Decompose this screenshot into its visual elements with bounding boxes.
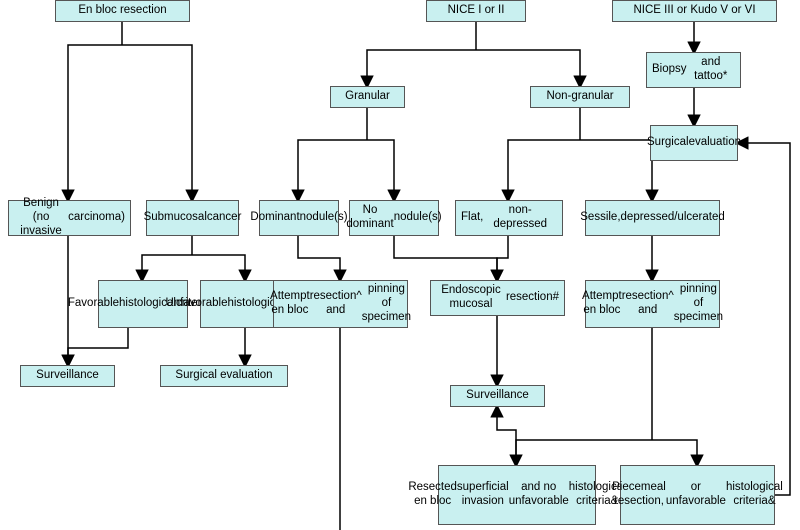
node-surveill1: Surveillance [20, 365, 115, 387]
node-attempt2: Attempt en blocresection^ andpinning of … [585, 280, 720, 328]
node-niceI: NICE I or II [426, 0, 526, 22]
node-flat: Flat,non-depressed [455, 200, 563, 236]
node-niceIII: NICE III or Kudo V or VI [612, 0, 777, 22]
node-surgeval1: Surgicalevaluation [650, 125, 738, 161]
node-resected: Resected en blocsuperficial invasionand … [438, 465, 596, 525]
node-emr: Endoscopic mucosalresection# [430, 280, 565, 316]
node-submucosal: Submucosalcancer [146, 200, 239, 236]
edge-nodominant [394, 236, 497, 280]
node-attempt1: Attempt en blocresection^ andpinning of … [273, 280, 408, 328]
edge-enbloc-split2 [122, 45, 192, 200]
edge-enbloc-split [68, 45, 122, 200]
edge-niceI-r [476, 50, 580, 86]
node-surgeval2: Surgical evaluation [160, 365, 288, 387]
edge-piecemeal-up [738, 143, 790, 495]
node-nongranular: Non-granular [530, 86, 630, 108]
node-nodominant: No dominantnodule(s) [349, 200, 439, 236]
edge-dominant [298, 236, 340, 280]
edge-nong-l [508, 140, 580, 200]
node-enbloc: En bloc resection [55, 0, 190, 22]
node-dominant: Dominantnodule(s) [259, 200, 339, 236]
edge-sub-r [192, 255, 245, 280]
edge-resected [497, 407, 516, 465]
node-surveill2: Surveillance [450, 385, 545, 407]
node-piecemeal: Piecemeal resection,or unfavorablehistol… [620, 465, 775, 525]
edge-gran-l [298, 140, 367, 200]
edge-niceI-l [367, 50, 476, 86]
edge-favorable [68, 328, 128, 365]
edge-gran-r [367, 140, 394, 200]
edge-nong-r [580, 140, 652, 200]
edge-sub-l [142, 255, 192, 280]
edge-att2-r [652, 440, 697, 465]
edge-att2-l [516, 440, 652, 465]
node-biopsy: Biopsyand tattoo* [646, 52, 741, 88]
node-sessile: Sessile,depressed/ulcerated [585, 200, 720, 236]
node-granular: Granular [330, 86, 405, 108]
node-benign: Benign (no invasivecarcinoma) [8, 200, 131, 236]
edge-flat [497, 236, 508, 280]
